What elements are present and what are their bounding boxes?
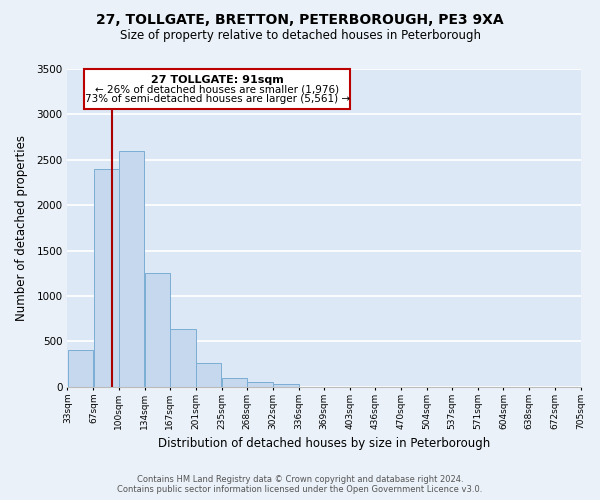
Text: Size of property relative to detached houses in Peterborough: Size of property relative to detached ho…	[119, 29, 481, 42]
Bar	[170, 328, 196, 386]
Bar	[68, 350, 93, 386]
Text: Contains public sector information licensed under the Open Government Licence v3: Contains public sector information licen…	[118, 485, 482, 494]
Bar	[247, 382, 272, 386]
X-axis label: Distribution of detached houses by size in Peterborough: Distribution of detached houses by size …	[158, 437, 490, 450]
Text: ← 26% of detached houses are smaller (1,976): ← 26% of detached houses are smaller (1,…	[95, 84, 339, 94]
Y-axis label: Number of detached properties: Number of detached properties	[15, 135, 28, 321]
Bar	[273, 384, 299, 386]
Bar	[94, 169, 119, 386]
Text: 27, TOLLGATE, BRETTON, PETERBOROUGH, PE3 9XA: 27, TOLLGATE, BRETTON, PETERBOROUGH, PE3…	[96, 12, 504, 26]
Text: 27 TOLLGATE: 91sqm: 27 TOLLGATE: 91sqm	[151, 76, 283, 86]
Bar	[145, 274, 170, 386]
Text: Contains HM Land Registry data © Crown copyright and database right 2024.: Contains HM Land Registry data © Crown c…	[137, 475, 463, 484]
Bar	[196, 363, 221, 386]
FancyBboxPatch shape	[84, 69, 350, 109]
Bar	[222, 378, 247, 386]
Text: 73% of semi-detached houses are larger (5,561) →: 73% of semi-detached houses are larger (…	[85, 94, 350, 104]
Bar	[119, 150, 145, 386]
